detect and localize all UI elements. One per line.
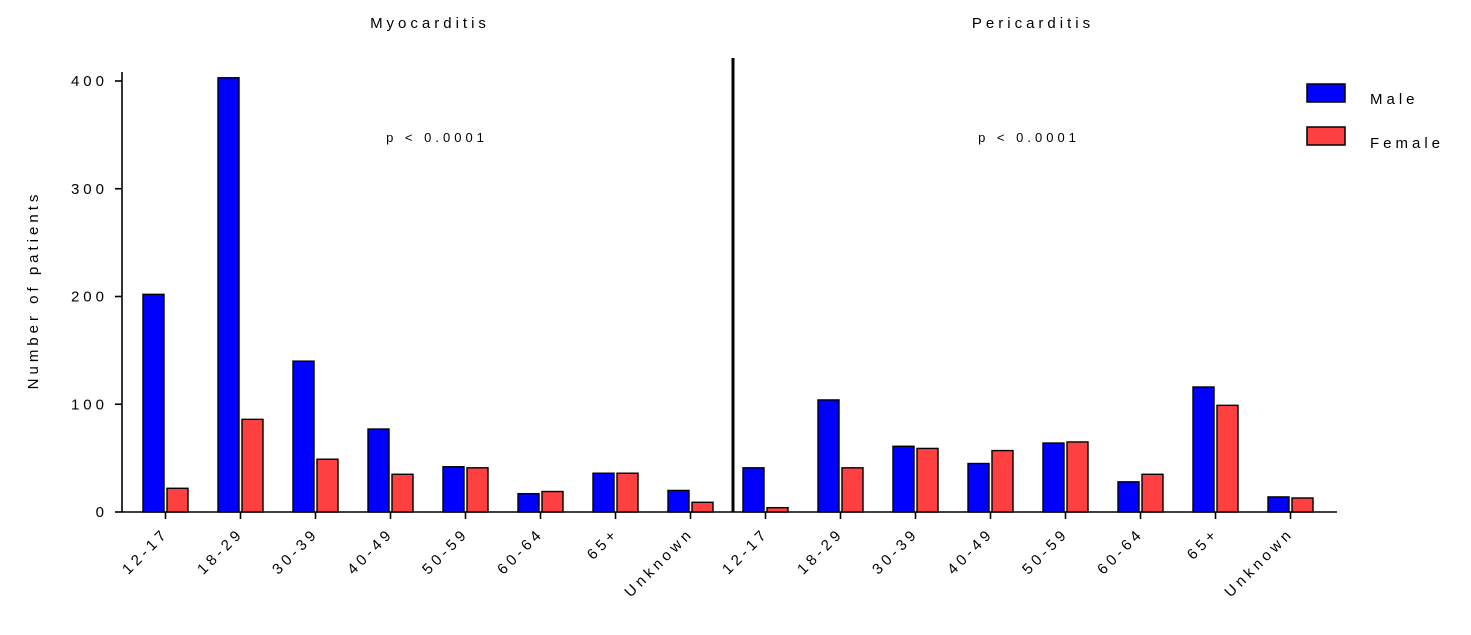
bar-female-60-64 xyxy=(541,490,564,513)
bar-male-40-49 xyxy=(967,462,990,513)
y-tick-label: 0 xyxy=(96,504,108,521)
bar-male-18-29 xyxy=(217,77,240,513)
bar-female-18-29 xyxy=(841,467,864,513)
bar-male-50-59 xyxy=(442,466,465,513)
p-value-annotation-myocarditis: p < 0.0001 xyxy=(386,130,488,145)
y-tick-label: 100 xyxy=(71,396,108,413)
x-tick-label: 30-39 xyxy=(269,525,322,578)
bar-male-60-64 xyxy=(1117,481,1140,513)
x-tick-label: 65+ xyxy=(584,525,623,564)
bar-male-12-17 xyxy=(742,467,765,513)
bar-male-60-64 xyxy=(517,492,540,513)
x-tick-label: 40-49 xyxy=(344,525,397,578)
x-tick-label: 30-39 xyxy=(869,525,922,578)
legend-swatch-male xyxy=(1306,83,1346,103)
legend: Male Female xyxy=(1306,83,1444,152)
x-tick-label: 12-17 xyxy=(719,525,772,578)
bars xyxy=(142,77,1314,513)
x-tick-label: 65+ xyxy=(1184,525,1223,564)
panel-title-myocarditis: Myocarditis xyxy=(370,15,490,32)
x-tick-labels: 12-17 18-29 30-39 40-49 50-59 60-64 65+Unknown… xyxy=(119,525,1297,601)
bar-female-40-49 xyxy=(991,449,1014,513)
legend-label-female: Female xyxy=(1370,135,1444,152)
x-tick-label: 40-49 xyxy=(944,525,997,578)
bar-female-30-39 xyxy=(316,458,339,513)
x-tick-label: 50-59 xyxy=(1019,525,1072,578)
bar-female-65plus xyxy=(1216,404,1239,513)
y-tick-label: 300 xyxy=(71,181,108,198)
bar-female-60-64 xyxy=(1141,473,1164,513)
bar-male-30-39 xyxy=(292,360,315,513)
bar-male-50-59 xyxy=(1042,442,1065,513)
x-tick-label: 12-17 xyxy=(119,525,172,578)
x-tick-label: 18-29 xyxy=(194,525,247,578)
bar-male-12-17 xyxy=(142,293,165,513)
bar-female-12-17 xyxy=(766,506,789,513)
y-tick-label: 400 xyxy=(71,73,108,90)
bar-male-unknown xyxy=(1267,496,1290,513)
y-tick-label: 200 xyxy=(71,289,108,306)
bar-male-unknown xyxy=(667,489,690,513)
bar-female-50-59 xyxy=(466,467,489,513)
bar-female-30-39 xyxy=(916,447,939,513)
bar-female-65plus xyxy=(616,472,639,513)
bar-male-65plus xyxy=(592,472,615,513)
bar-male-65plus xyxy=(1192,386,1215,513)
x-tick-label: Unknown xyxy=(621,525,697,601)
bar-female-unknown xyxy=(691,501,714,513)
p-value-annotation-pericarditis: p < 0.0001 xyxy=(978,130,1080,145)
x-tick-label: 60-64 xyxy=(1094,525,1147,578)
y-axis-label: Number of patients xyxy=(25,191,42,390)
bar-female-40-49 xyxy=(391,473,414,513)
legend-label-male: Male xyxy=(1370,91,1419,108)
bar-female-18-29 xyxy=(241,418,264,513)
bar-female-50-59 xyxy=(1066,441,1089,513)
bar-male-40-49 xyxy=(367,428,390,513)
bar-male-18-29 xyxy=(817,399,840,513)
x-tick-label: Unknown xyxy=(1221,525,1297,601)
bar-male-30-39 xyxy=(892,445,915,513)
panel-title-pericarditis: Pericarditis xyxy=(972,15,1094,32)
x-tick-label: 60-64 xyxy=(494,525,547,578)
x-tick-label: 50-59 xyxy=(419,525,472,578)
bar-female-12-17 xyxy=(166,487,189,513)
legend-swatch-female xyxy=(1306,126,1346,146)
bar-female-unknown xyxy=(1291,497,1314,513)
x-tick-label: 18-29 xyxy=(794,525,847,578)
